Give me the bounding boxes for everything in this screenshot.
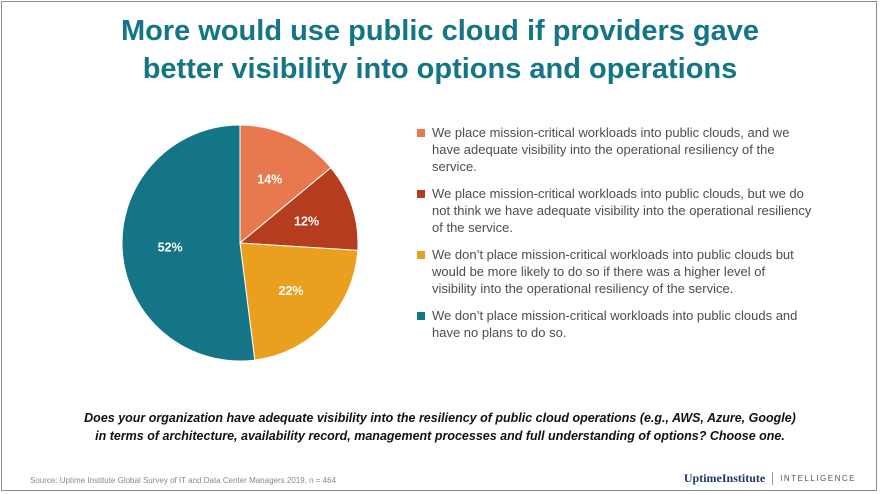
legend-item-1: We place mission-critical workloads into…: [417, 124, 812, 175]
legend-label-3: We don’t place mission-critical workload…: [432, 247, 794, 296]
pie-chart: 14% 12% 22% 52%: [121, 124, 359, 362]
legend-swatch-3: [417, 251, 425, 259]
legend-item-3: We don’t place mission-critical workload…: [417, 246, 812, 297]
chart-legend: We place mission-critical workloads into…: [417, 124, 812, 351]
pie-value-label-2: 12%: [294, 214, 319, 228]
survey-question-line-2: in terms of architecture, availability r…: [95, 429, 785, 443]
legend-swatch-1: [417, 129, 425, 137]
chart-title-line-1: More would use public cloud if providers…: [120, 15, 760, 47]
chart-title: More would use public cloud if providers…: [2, 12, 878, 88]
brand-name: UptimeInstitute: [683, 471, 766, 485]
chart-title-line-2: better visibility into options and opera…: [142, 53, 738, 85]
pie-slice-4: [121, 124, 256, 362]
pie-value-label-3: 22%: [279, 284, 304, 298]
pie-slice-1: [239, 124, 332, 245]
pie-value-labels: 14% 12% 22% 52%: [158, 173, 319, 298]
survey-question-line-1: Does your organization have adequate vis…: [84, 411, 796, 425]
pie-slices: [121, 124, 359, 362]
legend-swatch-2: [417, 190, 425, 198]
pie-value-label-4: 52%: [158, 240, 183, 254]
pie-slice-2: [238, 167, 359, 251]
legend-label-2: We place mission-critical workloads into…: [432, 186, 812, 235]
legend-item-2: We place mission-critical workloads into…: [417, 185, 812, 236]
brand-tag: INTELLIGENCE: [780, 474, 856, 483]
legend-swatch-4: [417, 312, 425, 320]
pie-slice-3: [239, 242, 359, 361]
survey-question: Does your organization have adequate vis…: [22, 409, 858, 445]
legend-label-4: We don’t place mission-critical workload…: [432, 308, 798, 340]
brand-logo: UptimeInstitute INTELLIGENCE: [684, 471, 856, 486]
source-note: Source: Uptime Institute Global Survey o…: [30, 476, 337, 485]
pie-value-label-1: 14%: [257, 173, 282, 187]
legend-item-4: We don’t place mission-critical workload…: [417, 307, 812, 341]
brand-divider: [772, 472, 774, 485]
legend-label-1: We place mission-critical workloads into…: [432, 125, 790, 174]
